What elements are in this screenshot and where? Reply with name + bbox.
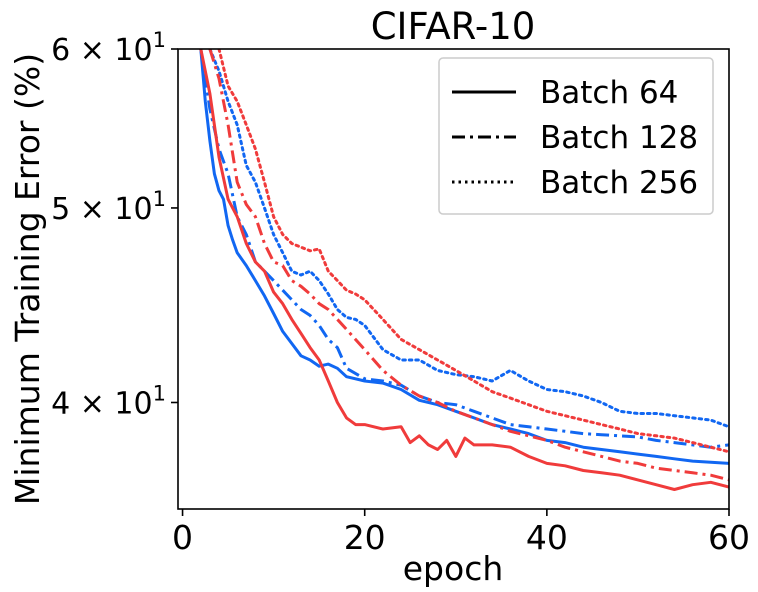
chart-title: CIFAR-10 (371, 5, 536, 48)
x-axis-label: epoch (403, 549, 504, 588)
series-line-blue-dashdot (199, 49, 729, 449)
series-line-blue-dotted (208, 49, 729, 429)
y-tick-label: 5 × 101 (51, 187, 166, 227)
x-tick-label: 40 (526, 518, 568, 557)
x-axis: 0 20 40 60 (172, 509, 750, 557)
series-layer (199, 49, 729, 491)
legend-label: Batch 64 (540, 75, 678, 111)
legend-label: Batch 256 (540, 165, 698, 201)
series-line-blue-solid (199, 49, 729, 465)
legend-label: Batch 128 (540, 120, 698, 156)
legend: Batch 64 Batch 128 Batch 256 (438, 57, 714, 215)
y-tick-label: 6 × 101 (51, 28, 166, 68)
series-line-red-dashdot (208, 49, 729, 482)
x-tick-label: 0 (172, 518, 193, 557)
legend-box (438, 57, 714, 215)
y-tick-label: 4 × 101 (51, 381, 166, 421)
x-tick-label: 20 (344, 518, 386, 557)
series-line-red-dotted (217, 49, 729, 454)
x-tick-label: 60 (708, 518, 750, 557)
series-line-red-solid (199, 49, 729, 491)
y-axis: 4 × 101 5 × 101 6 × 101 (51, 28, 178, 421)
plot-frame (177, 48, 730, 510)
y-axis-label: Minimum Training Error (%) (8, 53, 47, 505)
